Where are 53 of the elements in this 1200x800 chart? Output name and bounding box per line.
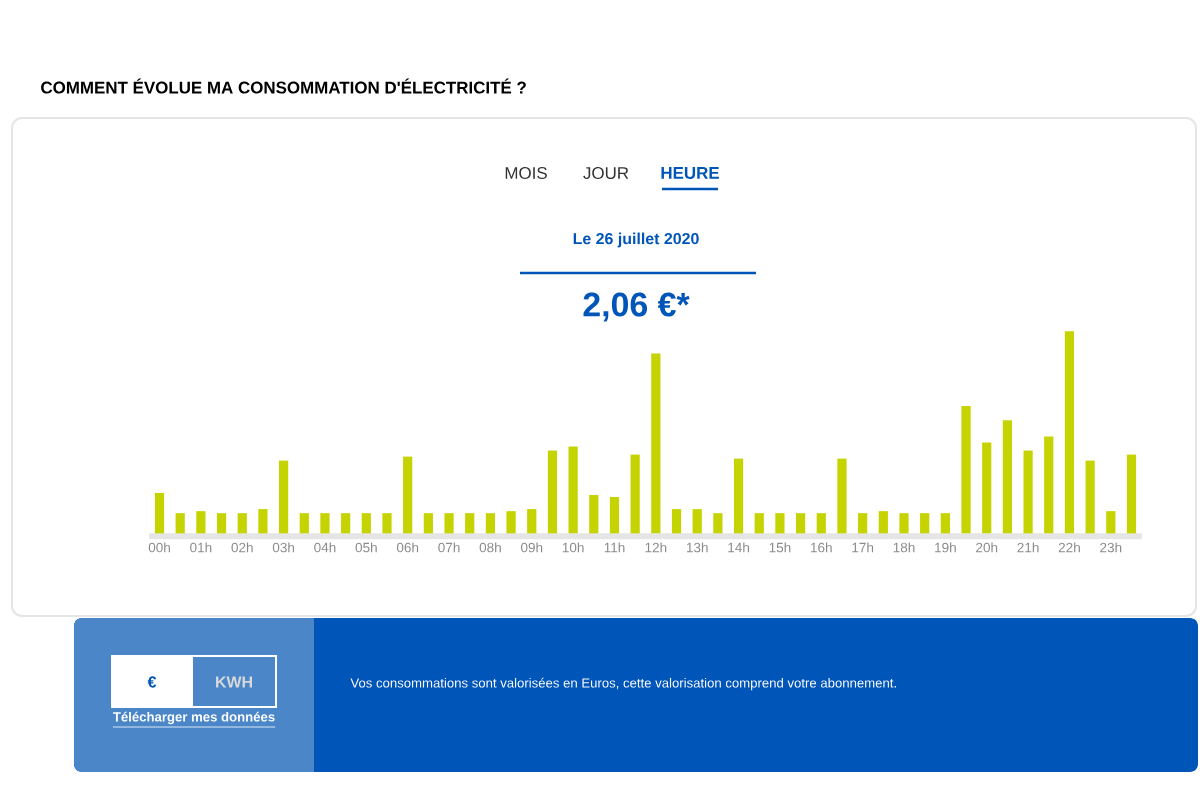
bar bbox=[341, 513, 351, 534]
bar bbox=[858, 513, 868, 534]
bar bbox=[506, 511, 516, 534]
bar bbox=[878, 511, 888, 534]
bar bbox=[196, 511, 206, 534]
bar bbox=[547, 450, 558, 534]
text: MOIS bbox=[505, 167, 547, 179]
bar bbox=[796, 513, 806, 534]
bar bbox=[485, 513, 495, 534]
bar bbox=[237, 513, 247, 534]
bar bbox=[651, 353, 661, 534]
bar bbox=[982, 442, 992, 534]
bar bbox=[899, 513, 909, 534]
bar bbox=[1044, 436, 1054, 534]
bar bbox=[465, 513, 475, 534]
bar bbox=[713, 513, 723, 534]
bar bbox=[299, 513, 309, 534]
bar bbox=[940, 513, 950, 534]
bar bbox=[1106, 511, 1116, 534]
bar bbox=[361, 513, 371, 534]
bar bbox=[382, 513, 392, 534]
bar bbox=[630, 454, 640, 534]
bar bbox=[403, 456, 413, 534]
text: 2,06 €* bbox=[583, 292, 690, 322]
bar bbox=[589, 494, 599, 534]
bar bbox=[423, 513, 433, 534]
bar bbox=[527, 509, 537, 534]
bar bbox=[258, 509, 268, 534]
text: HEURE bbox=[661, 167, 719, 179]
bar bbox=[175, 513, 185, 534]
bar bbox=[1064, 331, 1075, 534]
bar bbox=[1085, 460, 1095, 534]
bar bbox=[837, 458, 847, 534]
bar bbox=[216, 513, 227, 534]
bar bbox=[1023, 450, 1033, 534]
bar bbox=[320, 513, 330, 534]
bar bbox=[1002, 420, 1012, 534]
bar bbox=[692, 509, 702, 534]
bar bbox=[775, 513, 785, 534]
bar bbox=[609, 497, 620, 534]
bar bbox=[154, 492, 165, 534]
bar bbox=[733, 458, 744, 534]
bar bbox=[278, 460, 289, 534]
bar bbox=[920, 513, 930, 534]
bar bbox=[568, 446, 578, 534]
chart-title: COMMENT ÉVOLUE MA CONSOMMATION D'ÉLECTRICITÉ ? bbox=[41, 78, 526, 94]
text: JOUR bbox=[583, 167, 629, 179]
bar bbox=[1126, 454, 1137, 534]
bar bbox=[961, 406, 971, 534]
bar bbox=[444, 513, 454, 534]
bar bbox=[754, 513, 764, 534]
bar bbox=[816, 513, 826, 534]
bar bbox=[671, 509, 682, 534]
